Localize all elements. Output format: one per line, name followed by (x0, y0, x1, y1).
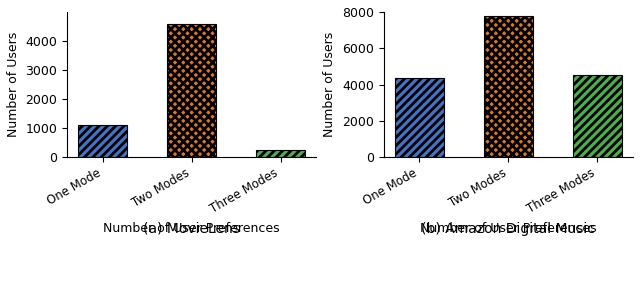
Bar (167, 23, 216, 157)
X-axis label: Number of User Preferences: Number of User Preferences (420, 222, 596, 235)
Title: (a) MovieLens: (a) MovieLens (143, 222, 240, 236)
Y-axis label: Number of Users: Number of Users (7, 32, 20, 137)
Y-axis label: Number of Users: Number of Users (323, 32, 337, 137)
Bar (256, 150, 305, 157)
X-axis label: Number of User Preferences: Number of User Preferences (104, 222, 280, 235)
Bar (395, 78, 444, 157)
Bar (79, 125, 127, 157)
Title: (b) Amazon Digital Music: (b) Amazon Digital Music (421, 222, 595, 236)
Bar (573, 74, 621, 157)
Bar (484, 16, 533, 157)
